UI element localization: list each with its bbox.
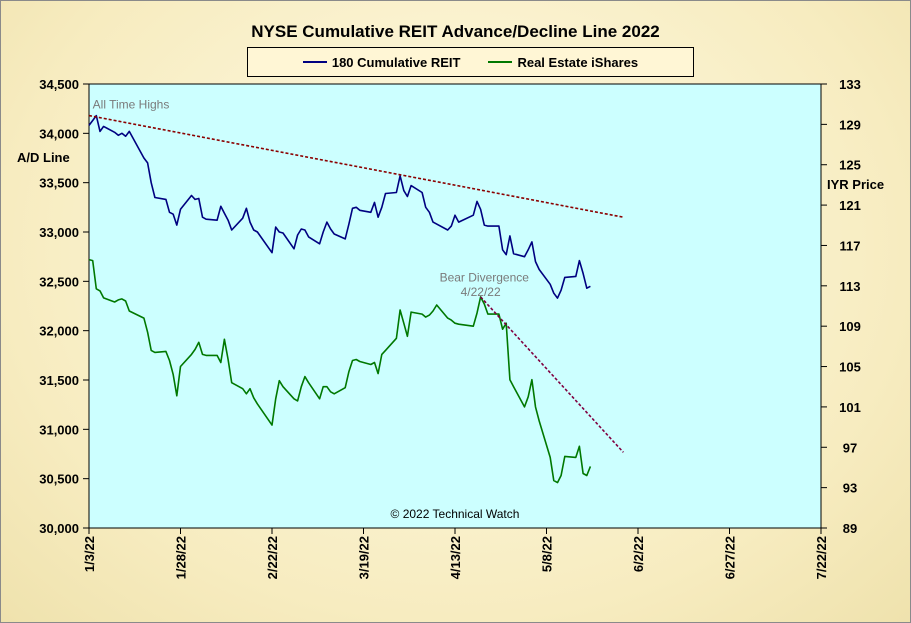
x-tick-label: 5/8/22: [540, 536, 555, 572]
y-tick-left-label: 33,000: [39, 225, 79, 240]
annotation-4: © 2022 Technical Watch: [391, 507, 520, 521]
y-tick-right-label: 113: [840, 279, 861, 294]
x-tick-label: 2/22/22: [265, 536, 280, 579]
x-tick-label: 1/3/22: [82, 536, 97, 572]
y-tick-right-label: 129: [839, 117, 861, 132]
legend-swatch-series-2: [488, 61, 513, 63]
y-tick-right-label: 125: [839, 158, 861, 173]
annotation-1: All Time Highs: [93, 98, 170, 112]
y-tick-left-label: 34,000: [39, 126, 79, 141]
y-tick-left-label: 33,500: [39, 176, 79, 191]
plot-area: [88, 83, 822, 529]
legend-label-series-1: 180 Cumulative REIT: [331, 54, 461, 70]
legend-item-series-1: 180 Cumulative REIT: [302, 54, 461, 70]
x-tick-label: 4/13/22: [448, 536, 463, 579]
trendline-2: [480, 296, 624, 453]
y-tick-right-label: 93: [843, 481, 857, 496]
y-tick-right-label: 101: [839, 400, 861, 415]
y-tick-right-label: 121: [839, 198, 861, 213]
y-tick-right-label: 109: [839, 319, 861, 334]
annotation-3: 4/22/22: [461, 285, 501, 299]
legend-label-series-2: Real Estate iShares: [517, 54, 639, 70]
series-line-1: [88, 114, 591, 299]
y-tick-right-label: 117: [840, 238, 861, 253]
y-tick-left-label: 30,500: [39, 472, 79, 487]
y-tick-left-label: 32,000: [39, 324, 79, 339]
y-tick-right-label: 133: [839, 77, 861, 92]
x-tick-label: 1/28/22: [174, 536, 189, 579]
x-tick-label: 6/27/22: [723, 536, 738, 579]
y-tick-left-label: 34,500: [39, 77, 79, 92]
y-tick-left-label: 30,000: [39, 521, 79, 536]
chart-legend: 180 Cumulative REIT Real Estate iShares: [247, 47, 694, 77]
y-tick-left-label: 32,500: [39, 274, 79, 289]
legend-item-series-2: Real Estate iShares: [488, 55, 638, 70]
y-tick-left-label: 31,500: [39, 373, 79, 388]
y-tick-left-label: 31,000: [39, 422, 79, 437]
y-tick-right-label: 89: [843, 521, 857, 536]
legend-swatch-series-1: [302, 61, 327, 63]
chart-title: NYSE Cumulative REIT Advance/Decline Lin…: [251, 22, 660, 41]
y-tick-right-label: 97: [843, 440, 857, 455]
y-axis-right-label: IYR Price: [827, 177, 884, 192]
x-tick-label: 6/2/22: [631, 536, 646, 572]
annotation-2: Bear Divergence: [440, 270, 530, 284]
y-axis-left-label: A/D Line: [17, 150, 70, 165]
y-tick-right-label: 105: [839, 360, 861, 375]
trendline-1: [88, 114, 624, 218]
series-line-2: [88, 258, 592, 484]
x-tick-label: 3/19/22: [357, 536, 372, 579]
x-tick-label: 7/22/22: [814, 536, 829, 579]
